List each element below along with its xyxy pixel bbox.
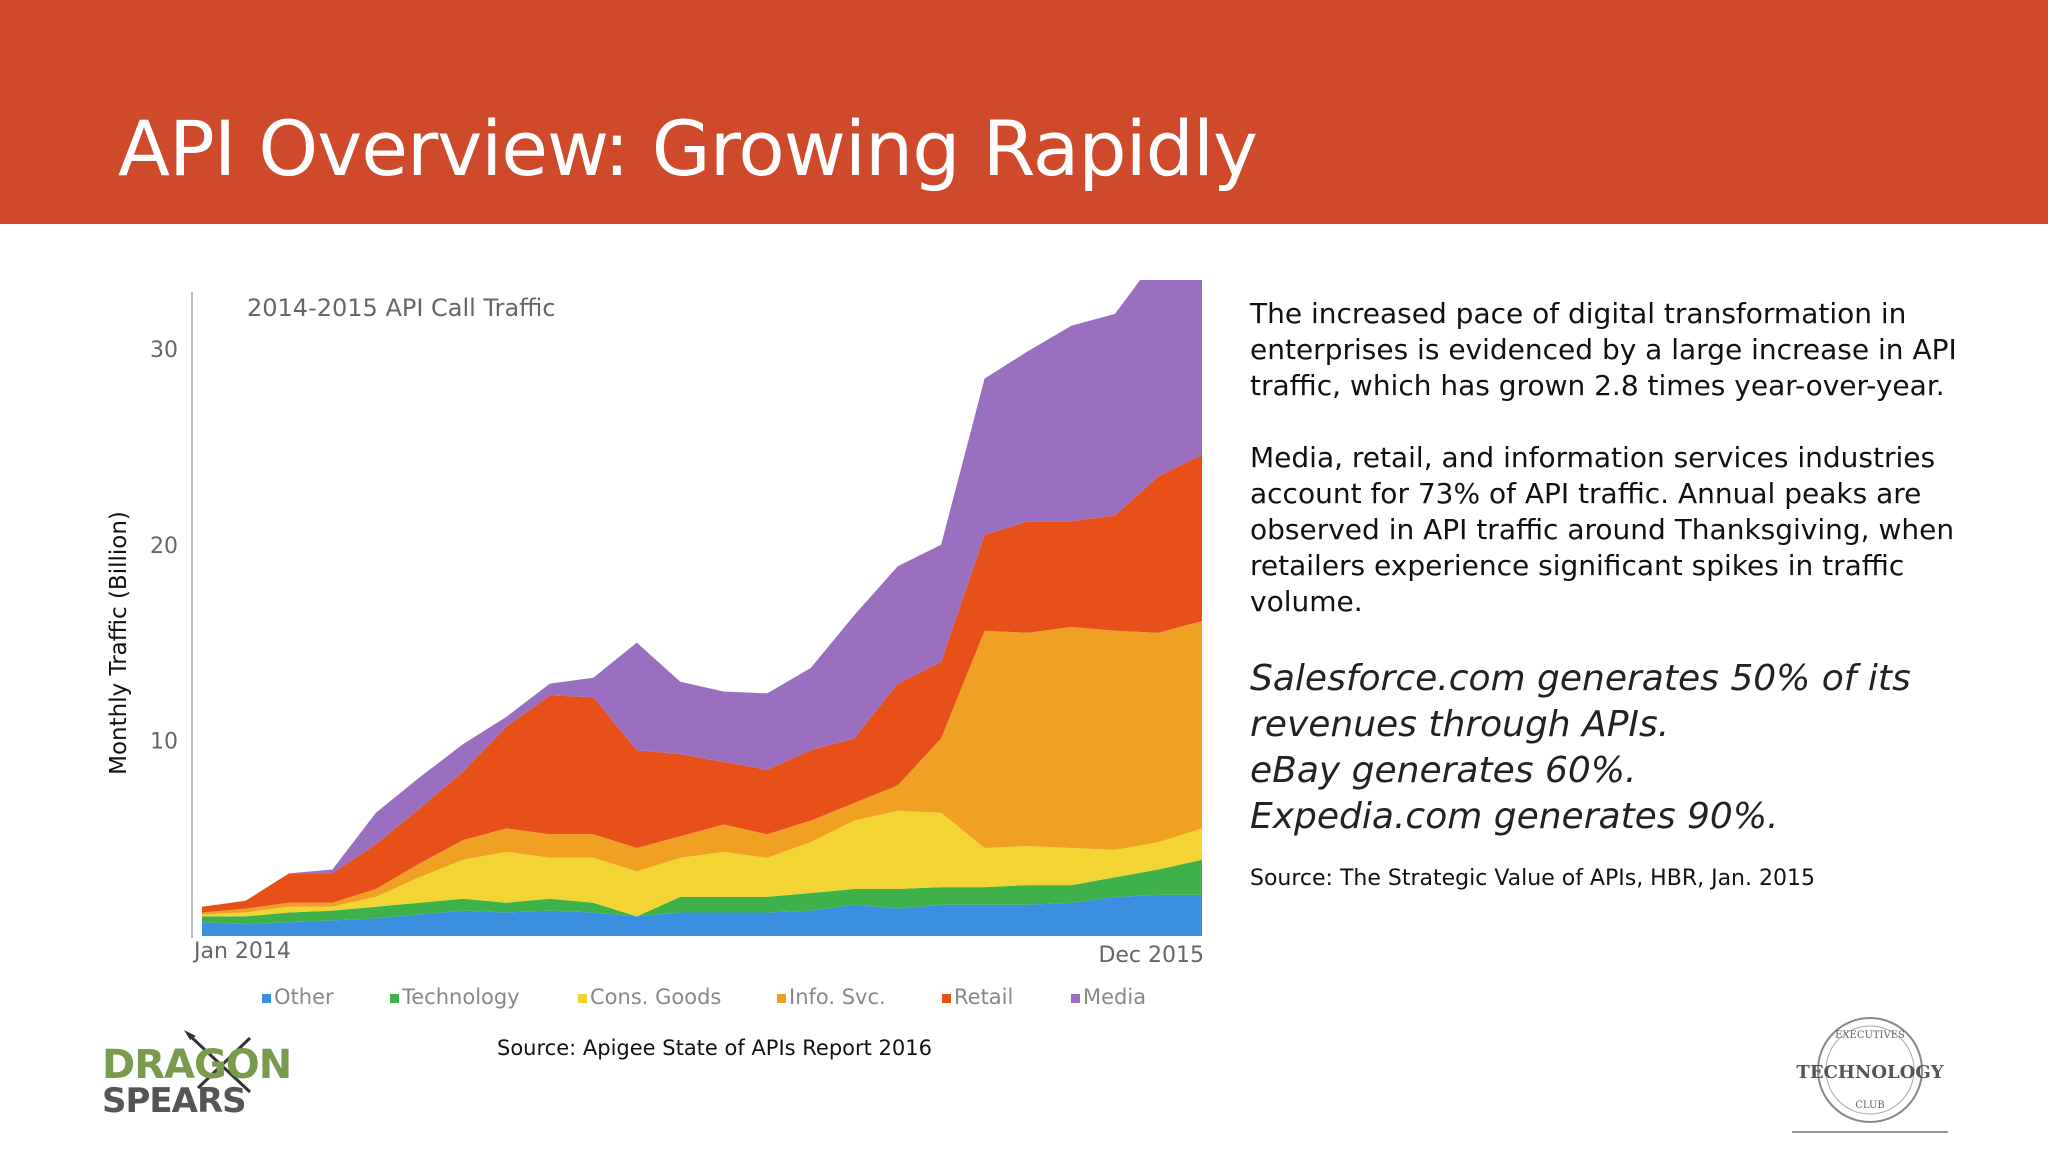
- legend-label: Info. Svc.: [789, 985, 886, 1009]
- legend-label: Other: [274, 985, 334, 1009]
- area-series-retail: [202, 454, 1202, 913]
- technology-executives-club-logo: EXECUTIVES TECHNOLOGY CLUB: [1792, 1017, 1948, 1133]
- api-traffic-chart: 10 20 30 Monthly Traffic (Billion) 2014-2015…: [90, 280, 1220, 1080]
- text-column: The increased pace of digital transforma…: [1250, 296, 1970, 891]
- svg-text:CLUB: CLUB: [1855, 1100, 1885, 1111]
- y-tick-label: 20: [150, 534, 178, 559]
- svg-text:SPEARS: SPEARS: [102, 1081, 246, 1120]
- quote-line: revenues through APIs.: [1250, 704, 1670, 745]
- legend-swatch: [578, 994, 587, 1003]
- y-axis-label: Monthly Traffic (Billion): [106, 511, 132, 775]
- svg-text:TECHNOLOGY: TECHNOLOGY: [1796, 1062, 1944, 1083]
- chart-title: 2014-2015 API Call Traffic: [247, 294, 556, 322]
- legend-label: Media: [1083, 985, 1146, 1009]
- svg-text:EXECUTIVES: EXECUTIVES: [1835, 1030, 1905, 1041]
- dragon-spears-logo: DRAGON SPEARS: [102, 1030, 290, 1120]
- x-tick-label: Dec 2015: [1098, 943, 1204, 968]
- legend-swatch: [942, 994, 951, 1003]
- hbr-source: Source: The Strategic Value of APIs, HBR…: [1250, 866, 1815, 891]
- paragraph-growth: The increased pace of digital transforma…: [1250, 297, 1957, 402]
- legend-label: Technology: [401, 985, 520, 1009]
- x-tick-label: Jan 2014: [192, 939, 291, 964]
- quote-block: Salesforce.com generates 50% of its reve…: [1250, 656, 1970, 840]
- legend-label: Cons. Goods: [590, 985, 721, 1009]
- quote-line: Salesforce.com generates 50% of its: [1250, 658, 1911, 699]
- quote-line: Expedia.com generates 90%.: [1250, 796, 1779, 837]
- chart-canvas: 10 20 30 Monthly Traffic (Billion) 2014-2015…: [106, 280, 1204, 1009]
- legend-swatch: [390, 994, 399, 1003]
- quote-line: eBay generates 60%.: [1250, 750, 1637, 791]
- paragraph-industries: Media, retail, and information services …: [1250, 441, 1955, 618]
- legend-label: Retail: [954, 985, 1013, 1009]
- area-series-info-svc: [202, 621, 1202, 915]
- y-tick-label: 10: [150, 729, 178, 754]
- svg-text:DRAGON: DRAGON: [102, 1042, 290, 1088]
- area-series-media: [202, 280, 1202, 907]
- legend-swatch: [262, 994, 271, 1003]
- area-series-other: [202, 894, 1202, 936]
- legend-swatch: [1071, 994, 1080, 1003]
- legend-swatch: [777, 994, 786, 1003]
- area-series-technology: [202, 859, 1202, 925]
- slide-title: API Overview: Growing Rapidly: [118, 104, 1258, 193]
- y-tick-label: 30: [150, 338, 178, 363]
- chart-source: Source: Apigee State of APIs Report 2016: [497, 1036, 933, 1060]
- title-banner: API Overview: Growing Rapidly: [0, 0, 2048, 224]
- area-series-cons-goods: [202, 810, 1202, 917]
